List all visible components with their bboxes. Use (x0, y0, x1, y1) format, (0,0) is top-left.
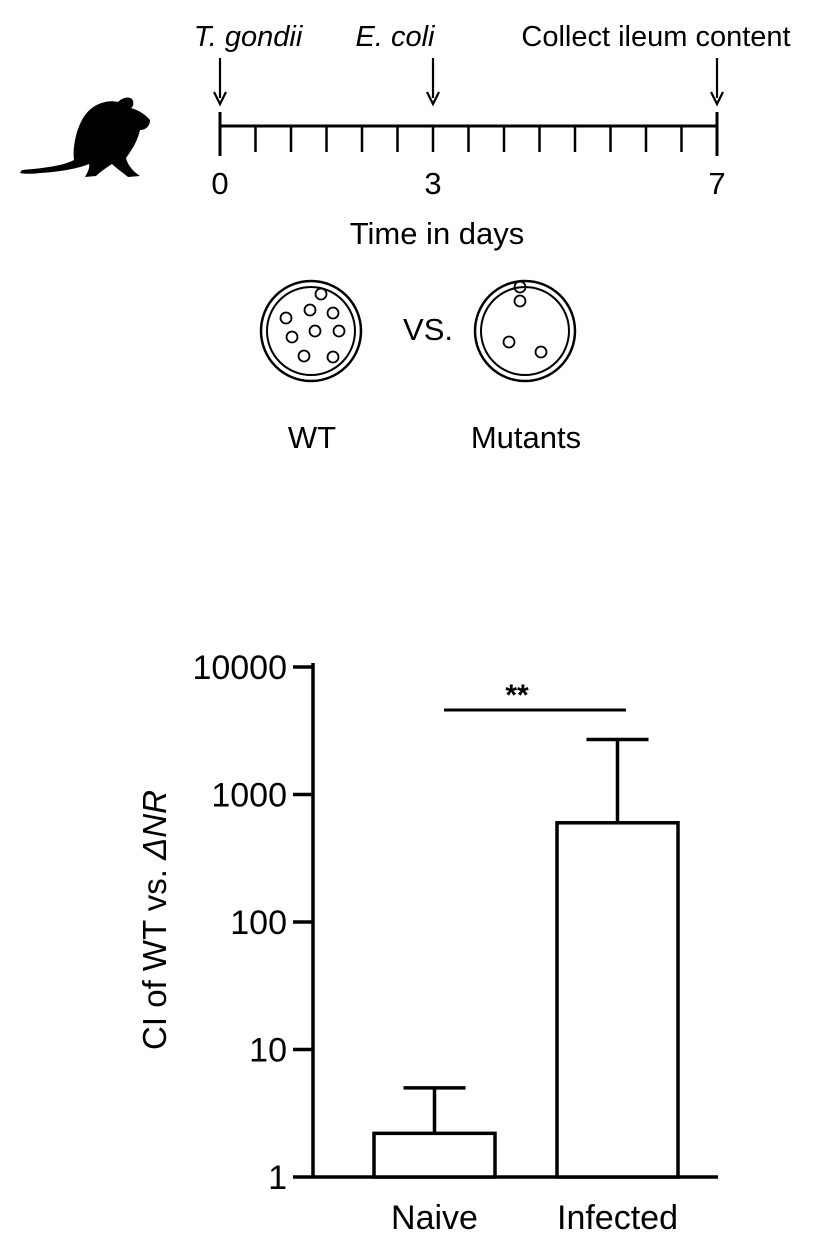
y-ticks (293, 665, 313, 1179)
timeline-tick-label-3: 3 (424, 166, 441, 201)
y-tick-label: 1 (268, 1159, 287, 1197)
timeline-panel: T. gondii E. coli Collect ileum content … (20, 21, 791, 251)
significance-bracket: ** (444, 679, 626, 712)
y-axis-label: CI of WT vs. ΔNR (136, 790, 173, 1050)
y-tick-label: 100 (230, 904, 287, 942)
y-tick-labels: 1 10 100 1000 10000 (192, 649, 287, 1197)
x-tick-labels: Naive Infected (391, 1199, 678, 1237)
event-label-t-gondii: T. gondii (194, 21, 304, 53)
y-tick-label: 10000 (192, 649, 287, 687)
timeline-arrow-head (426, 91, 440, 107)
mutants-dish (473, 279, 577, 383)
significance-label: ** (505, 679, 529, 712)
timeline-arrows (213, 58, 724, 107)
x-tick-label-infected: Infected (557, 1199, 678, 1237)
timeline-arrow-head (213, 91, 227, 107)
bar-naive (372, 1131, 497, 1179)
mouse-icon (20, 97, 150, 177)
wt-colonies (279, 287, 346, 364)
y-tick-label: 10 (249, 1032, 287, 1070)
timeline-arrow-head (710, 91, 724, 107)
timeline-xlabel: Time in days (350, 216, 525, 251)
y-axis-label-prefix: CI of WT vs. (136, 860, 173, 1050)
wt-label: WT (288, 420, 336, 455)
wt-dish (259, 279, 363, 383)
event-label-collect: Collect ileum content (521, 21, 790, 53)
y-tick-label: 1000 (211, 777, 287, 815)
x-tick-label-naive: Naive (391, 1199, 478, 1237)
timeline-tick-label-7: 7 (708, 166, 725, 201)
timeline-tick-label-0: 0 (211, 166, 228, 201)
y-axis-label-italic: ΔNR (136, 790, 173, 861)
timeline-ticks (218, 112, 719, 156)
mutants-label: Mutants (471, 420, 581, 455)
event-label-e-coli: E. coli (356, 21, 437, 53)
vs-label: VS. (403, 312, 453, 347)
comparison-panel: VS. WT Mutants (259, 279, 581, 455)
bars (372, 737, 680, 1179)
bar-chart: 1 10 100 1000 10000 Naive Infected CI of WT v… (136, 649, 718, 1237)
bar-infected (555, 821, 680, 1179)
mutant-colonies (502, 280, 548, 359)
